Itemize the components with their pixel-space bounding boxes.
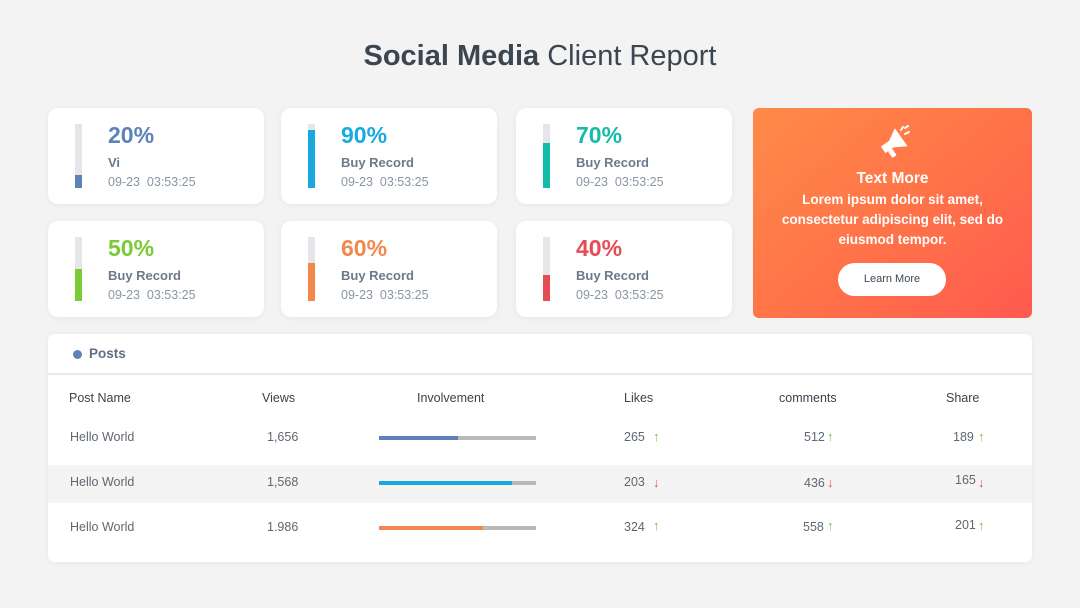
- post-share: 189: [953, 430, 974, 444]
- column-header-likes[interactable]: Likes: [624, 391, 654, 405]
- progress-fill: [543, 143, 550, 188]
- promo-card: Text More Lorem ipsum dolor sit amet, co…: [753, 108, 1032, 318]
- post-likes: 265: [624, 430, 645, 444]
- progress-track: [75, 237, 82, 301]
- arrow-up-icon: ↑: [978, 429, 985, 444]
- column-header-views[interactable]: Views: [262, 391, 296, 405]
- post-name[interactable]: Hello World: [70, 475, 135, 489]
- post-views: 1,656: [267, 430, 299, 444]
- progress-fill: [543, 275, 550, 301]
- posts-header: Posts: [48, 334, 1032, 375]
- column-header-post-name[interactable]: Post Name: [69, 391, 131, 405]
- post-views: 1.986: [267, 520, 299, 534]
- promo-title: Text More: [856, 170, 929, 187]
- arrow-down-icon: ↓: [827, 475, 834, 490]
- post-likes: 203: [624, 475, 645, 489]
- post-share: 201: [955, 518, 976, 532]
- stat-card: 40% Buy Record 09-23 03:53:25: [516, 221, 732, 317]
- post-comments: 558: [803, 520, 824, 534]
- post-share: 165: [955, 473, 976, 487]
- involvement-bar: [379, 526, 536, 530]
- progress-track: [543, 237, 550, 301]
- stat-card: 70% Buy Record 09-23 03:53:25: [516, 108, 732, 204]
- stat-card: 90% Buy Record 09-23 03:53:25: [281, 108, 497, 204]
- involvement-bar: [379, 481, 536, 485]
- arrow-up-icon: ↑: [827, 518, 834, 533]
- arrow-up-icon: ↑: [978, 518, 985, 533]
- megaphone-icon: [880, 125, 910, 158]
- stat-label: Buy Record: [108, 268, 181, 283]
- progress-fill: [308, 130, 315, 188]
- stat-card: 50% Buy Record 09-23 03:53:25: [48, 221, 264, 317]
- involvement-fill: [379, 526, 483, 530]
- promo-body: Lorem ipsum dolor sit amet, consectetur …: [781, 192, 1004, 247]
- progress-track: [308, 237, 315, 301]
- stat-percent: 20%: [108, 122, 155, 148]
- page-title-light: Client Report: [547, 40, 717, 72]
- stat-percent: 40%: [576, 235, 623, 261]
- stat-label: Buy Record: [341, 268, 414, 283]
- involvement-bar: [379, 436, 536, 440]
- stat-label: Buy Record: [576, 268, 649, 283]
- posts-heading: Posts: [89, 346, 126, 361]
- learn-more-button[interactable]: Learn More: [838, 263, 946, 296]
- page-title-bold: Social Media: [363, 40, 540, 72]
- post-comments: 436: [804, 476, 825, 490]
- posts-panel: Posts Post Name Views Involvement Likes …: [48, 334, 1032, 562]
- involvement-fill: [379, 481, 513, 485]
- column-header-involvement[interactable]: Involvement: [417, 391, 485, 405]
- stat-label: Vi: [108, 155, 121, 170]
- stat-label: Buy Record: [576, 155, 649, 170]
- post-likes: 324: [624, 520, 645, 534]
- progress-fill: [308, 262, 315, 301]
- involvement-fill: [379, 436, 458, 440]
- stat-timestamp: 09-23 03:53:25: [108, 175, 196, 189]
- stat-card: 20% Vi 09-23 03:53:25: [48, 108, 264, 204]
- arrow-up-icon: ↑: [827, 429, 834, 444]
- post-name[interactable]: Hello World: [70, 430, 135, 444]
- stat-percent: 60%: [341, 235, 388, 261]
- stat-percent: 70%: [576, 122, 623, 148]
- progress-fill: [75, 175, 82, 188]
- arrow-down-icon: ↓: [978, 475, 985, 490]
- post-views: 1,568: [267, 475, 299, 489]
- stat-timestamp: 09-23 03:53:25: [108, 288, 196, 302]
- arrow-down-icon: ↓: [653, 475, 660, 490]
- stat-timestamp: 09-23 03:53:25: [341, 175, 429, 189]
- progress-track: [543, 124, 550, 188]
- table-row-highlight: [48, 465, 1032, 503]
- stat-timestamp: 09-23 03:53:25: [341, 288, 429, 302]
- page-title: Social Media Client Report: [0, 40, 1080, 73]
- bullet-dot-icon: [73, 350, 82, 359]
- arrow-up-icon: ↑: [653, 518, 660, 533]
- stat-timestamp: 09-23 03:53:25: [576, 175, 664, 189]
- post-name[interactable]: Hello World: [70, 520, 135, 534]
- progress-track: [75, 124, 82, 188]
- arrow-up-icon: ↑: [653, 429, 660, 444]
- stat-card: 60% Buy Record 09-23 03:53:25: [281, 221, 497, 317]
- stat-timestamp: 09-23 03:53:25: [576, 288, 664, 302]
- column-header-comments[interactable]: comments: [779, 391, 837, 405]
- stat-percent: 90%: [341, 122, 388, 148]
- progress-fill: [75, 269, 82, 301]
- post-comments: 512: [804, 430, 825, 444]
- stat-percent: 50%: [108, 235, 155, 261]
- progress-track: [308, 124, 315, 188]
- column-header-share[interactable]: Share: [946, 391, 980, 405]
- stat-label: Buy Record: [341, 155, 414, 170]
